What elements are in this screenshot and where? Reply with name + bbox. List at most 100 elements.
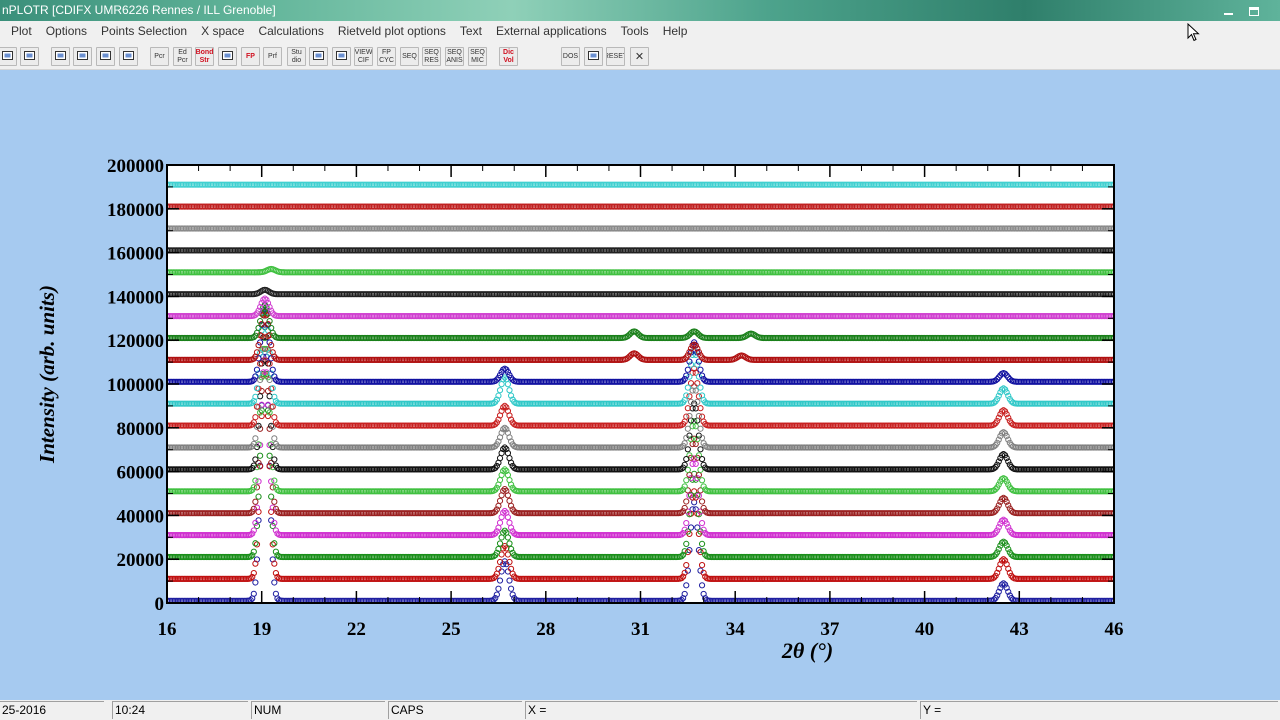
data-point [997,561,1004,568]
menu-help[interactable]: Help [662,24,688,38]
data-point [506,540,513,547]
dicvol-button[interactable]: Dic Vol [499,47,518,66]
data-point [1005,588,1012,595]
data-point [697,548,704,556]
data-point [269,522,276,530]
restore-icon [1249,6,1259,16]
open-icon [1,49,14,65]
data-point [698,582,706,589]
menu-calculations[interactable]: Calculations [258,24,324,38]
data-point [507,545,515,553]
pcr-button[interactable]: Pcr [150,47,169,66]
data-point [252,579,259,586]
data-point [998,581,1006,588]
data-point [506,577,513,584]
data-point [495,545,502,553]
table-button[interactable] [309,47,328,66]
menu-options[interactable]: Options [45,24,88,38]
seq-res-button[interactable]: SEQ RES [422,47,441,66]
data-point [493,591,500,598]
zoom-icon [76,49,89,65]
menu-external-applications[interactable]: External applications [495,24,607,38]
data-point [509,591,516,598]
printer-button[interactable] [20,47,39,66]
data-point [500,529,507,536]
zoom-page-button[interactable] [51,47,70,66]
data-point [684,548,691,556]
maximize-button[interactable] [1246,4,1262,18]
prf-icon: Prf [268,52,277,60]
fit-icon [122,49,135,65]
view-cif-button[interactable]: VIEW CIF [354,47,373,66]
close-button[interactable]: ✕ [630,47,649,66]
fp-cyc-icon: FP CYC [379,48,394,64]
data-point [493,549,500,556]
plot-area: 16 19 22 25 28 31 34 37 40 43 46020000400006000080… [35,156,1124,663]
seq-mic-button[interactable]: SEQ MIC [468,47,487,66]
data-point [683,562,690,569]
data-point [694,524,701,531]
seq-button[interactable]: SEQ [400,47,419,66]
move-horizontal-button[interactable] [96,47,115,66]
data-point [490,574,497,582]
data-point [257,463,264,470]
studio-button[interactable]: Stu dio [287,47,306,66]
menu-plot[interactable]: Plot [11,24,32,38]
data-point [1003,584,1010,591]
data-point [507,585,515,592]
dicvol-icon: Dic Vol [503,48,514,64]
view-cif-icon: VIEW CIF [354,48,373,64]
menu-bar: Plot Options Points Selection X space Calcul… [0,21,1280,42]
prf-button[interactable]: Prf [263,47,282,66]
data-point [252,540,259,547]
data-point [992,572,999,579]
bond-str-button[interactable]: Bond Str [195,47,214,66]
menu-rietveld-plot-options[interactable]: Rietveld plot options [337,24,446,38]
data-point [1005,565,1012,572]
image-button[interactable] [584,47,603,66]
data-point [504,534,512,541]
fp-cyc-button[interactable]: FP CYC [377,47,396,66]
data-point [257,452,264,459]
fullprof-button[interactable]: FP [241,47,260,66]
fit-button[interactable] [119,47,138,66]
data-point [506,558,513,566]
data-point [252,560,259,567]
zoom-button[interactable] [73,47,92,66]
menu-tools[interactable]: Tools [620,24,649,38]
menu-text[interactable]: Text [459,24,482,38]
dos-icon: DOS [562,52,579,60]
edit-pcr-icon: Ed Pcr [177,48,188,64]
data-point [687,524,695,531]
menu-x-space[interactable]: X space [201,24,245,38]
data-point [271,560,278,567]
minimize-button[interactable] [1220,4,1236,18]
data-point [266,463,273,470]
globe-button[interactable] [218,47,237,66]
menu-points-selection[interactable]: Points Selection [101,24,188,38]
dos-button[interactable]: DOS [561,47,580,66]
open-button[interactable] [0,47,17,66]
data-point [492,594,499,602]
data-point [250,590,257,597]
image-icon [587,49,600,65]
data-point [994,592,1001,599]
data-point [495,585,502,592]
move-horizontal-icon [99,49,112,65]
fullprof-icon: FP [246,52,255,60]
data-point [691,488,698,495]
edit-pcr-button[interactable]: Ed Pcr [173,47,192,66]
data-point [1006,569,1013,576]
data-point [253,522,261,530]
reset-button[interactable]: RESET [606,47,625,66]
table-icon [312,49,325,65]
data-point [678,575,685,582]
seq-res-icon: SEQ RES [424,48,439,64]
data-point [271,540,278,547]
data-point [990,574,998,581]
printer-icon [23,49,36,65]
data-point [249,573,256,581]
seq-anis-button[interactable]: SEQ ANIS [445,47,464,66]
check-button[interactable] [332,47,351,66]
data-point [680,573,687,580]
